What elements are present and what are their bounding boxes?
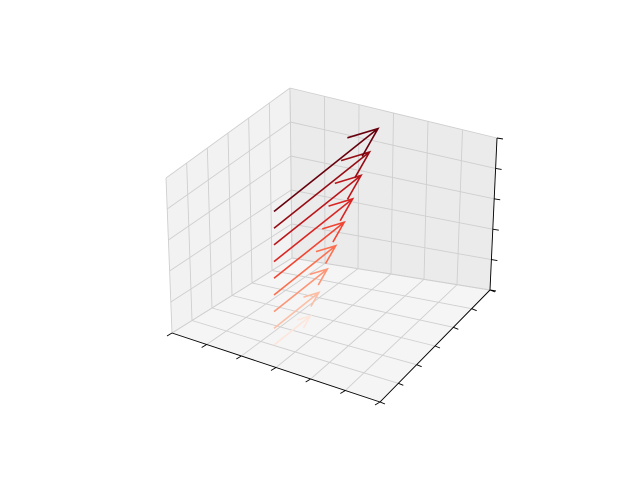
back-grid-line xyxy=(291,223,492,261)
x-tick xyxy=(166,332,173,337)
floor-grid-line xyxy=(191,320,399,384)
back-pane xyxy=(290,88,497,290)
floor-grid-line xyxy=(271,270,472,310)
axes-panes xyxy=(166,88,497,402)
y-tick xyxy=(379,401,386,405)
x-tick xyxy=(340,390,346,394)
z-axis-line xyxy=(489,137,498,291)
quiver-arrow xyxy=(273,174,363,246)
left-pane xyxy=(166,88,292,333)
left-grid-line xyxy=(289,87,293,259)
back-grid-line xyxy=(456,129,463,285)
quiver-arrows xyxy=(273,127,380,346)
back-grid-line xyxy=(324,96,326,264)
back-grid-line xyxy=(290,121,496,169)
x-tick xyxy=(236,355,242,360)
x-tick xyxy=(270,367,277,371)
z-tick xyxy=(494,198,501,201)
x-tick xyxy=(374,401,381,406)
z-tick xyxy=(489,289,497,292)
y-tick xyxy=(471,308,477,312)
left-grid-line xyxy=(166,121,291,210)
quiver-arrow xyxy=(273,127,380,213)
back-grid-line xyxy=(423,121,429,280)
y-tick xyxy=(416,364,422,368)
y-tick xyxy=(453,326,459,330)
quiver-arrow xyxy=(273,244,338,296)
quiver-arrow xyxy=(273,314,313,346)
left-grid-line xyxy=(248,117,253,284)
floor-grid-line xyxy=(231,295,436,347)
left-grid-line xyxy=(171,257,293,334)
left-grid-line xyxy=(227,132,233,296)
left-grid-line xyxy=(165,87,291,179)
left-grid-line xyxy=(206,147,213,309)
floor-pane xyxy=(172,258,490,402)
left-grid-line xyxy=(169,189,292,272)
grid-lines xyxy=(165,87,498,403)
back-grid-line xyxy=(291,189,493,230)
x-tick xyxy=(201,344,207,348)
back-grid-line xyxy=(289,87,498,139)
quiver-arrow xyxy=(273,291,321,329)
left-grid-line xyxy=(170,223,292,303)
x-tick xyxy=(305,378,311,383)
quiver-arrow xyxy=(273,267,329,313)
z-tick xyxy=(495,167,502,170)
floor-grid-line xyxy=(251,282,454,328)
back-grid-line xyxy=(390,112,394,275)
axis-lines xyxy=(166,137,504,406)
back-grid-line xyxy=(357,104,360,269)
back-grid-line xyxy=(291,257,491,291)
floor-grid-line xyxy=(211,307,417,366)
quiver-arrow xyxy=(273,150,372,229)
y-tick xyxy=(398,382,404,386)
left-grid-line xyxy=(168,155,292,241)
back-grid-line xyxy=(290,155,495,200)
z-tick xyxy=(496,137,504,140)
left-grid-line xyxy=(186,162,193,321)
quiver-arrow xyxy=(273,197,355,263)
left-grid-line xyxy=(165,177,173,334)
quiver-arrow xyxy=(273,220,346,279)
z-tick xyxy=(491,259,498,262)
z-tick xyxy=(492,228,499,231)
y-tick xyxy=(434,345,441,349)
left-grid-line xyxy=(268,102,273,271)
